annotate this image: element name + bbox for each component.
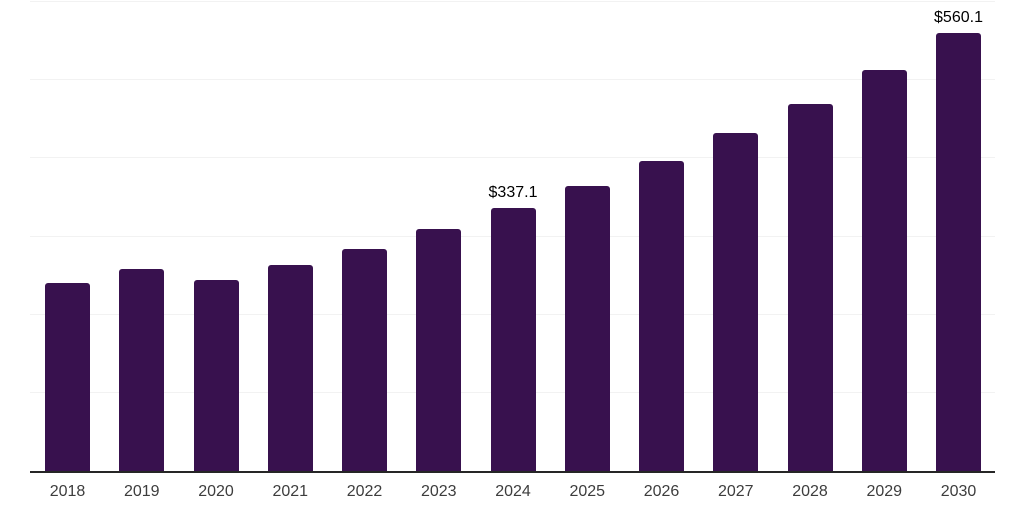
bar-column-2024: $337.1 <box>488 2 538 471</box>
plot-area: $337.1 $560.1 <box>30 1 995 473</box>
x-tick-label-2019: 2019 <box>123 483 160 500</box>
bar-2027 <box>713 133 759 471</box>
bar-column-2026 <box>639 2 684 471</box>
gridline-500 <box>30 79 995 81</box>
bar-2025 <box>564 185 610 471</box>
bar-2021 <box>267 264 313 471</box>
x-tick-label-2022: 2022 <box>346 483 383 500</box>
bar-column-2022 <box>342 2 387 471</box>
x-axis-tick-labels: 2018 2019 2020 2021 2022 2023 2024 2025 2026 2027… <box>30 482 995 501</box>
bar-column-2020 <box>193 2 239 471</box>
bar-column-2028 <box>787 2 833 471</box>
x-tick-label-2018: 2018 <box>49 483 86 500</box>
x-tick-label-2028: 2028 <box>792 483 828 500</box>
gridline-600 <box>30 1 995 2</box>
bar-2022 <box>342 249 387 471</box>
bar-column-2019 <box>119 2 165 471</box>
bar-2024 <box>490 207 536 471</box>
bar-2020 <box>193 279 239 471</box>
x-tick-label-2020: 2020 <box>198 483 234 500</box>
value-label-2030: $560.1 <box>934 9 983 27</box>
bar-column-2027 <box>713 2 759 471</box>
x-tick-label-2026: 2026 <box>643 483 680 500</box>
x-tick-label-2025: 2025 <box>569 483 606 500</box>
x-tick-label-2023: 2023 <box>420 483 457 500</box>
value-label-2024: $337.1 <box>488 183 538 201</box>
bar-column-2023 <box>416 2 462 471</box>
bar-2030 <box>936 33 981 471</box>
x-tick-label-2024: 2024 <box>495 483 531 500</box>
bars-container: $337.1 $560.1 <box>30 2 995 471</box>
x-tick-label-2029: 2029 <box>866 483 903 500</box>
x-tick-label-2030: 2030 <box>940 483 977 500</box>
bar-column-2025 <box>564 2 610 471</box>
bar-2019 <box>119 268 165 471</box>
bar-2018 <box>45 283 90 471</box>
bar-column-2030: $560.1 <box>934 2 983 471</box>
x-tick-label-2027: 2027 <box>717 483 754 500</box>
x-axis-line <box>30 471 995 473</box>
bar-column-2018 <box>45 2 90 471</box>
x-tick-label-2021: 2021 <box>272 483 309 500</box>
bar-column-2021 <box>267 2 313 471</box>
gridline-400 <box>30 157 995 159</box>
bar-column-2029 <box>861 2 907 471</box>
bar-2028 <box>787 103 833 471</box>
bar-2029 <box>861 70 907 471</box>
bar-2023 <box>416 228 462 471</box>
bar-2026 <box>639 160 684 471</box>
